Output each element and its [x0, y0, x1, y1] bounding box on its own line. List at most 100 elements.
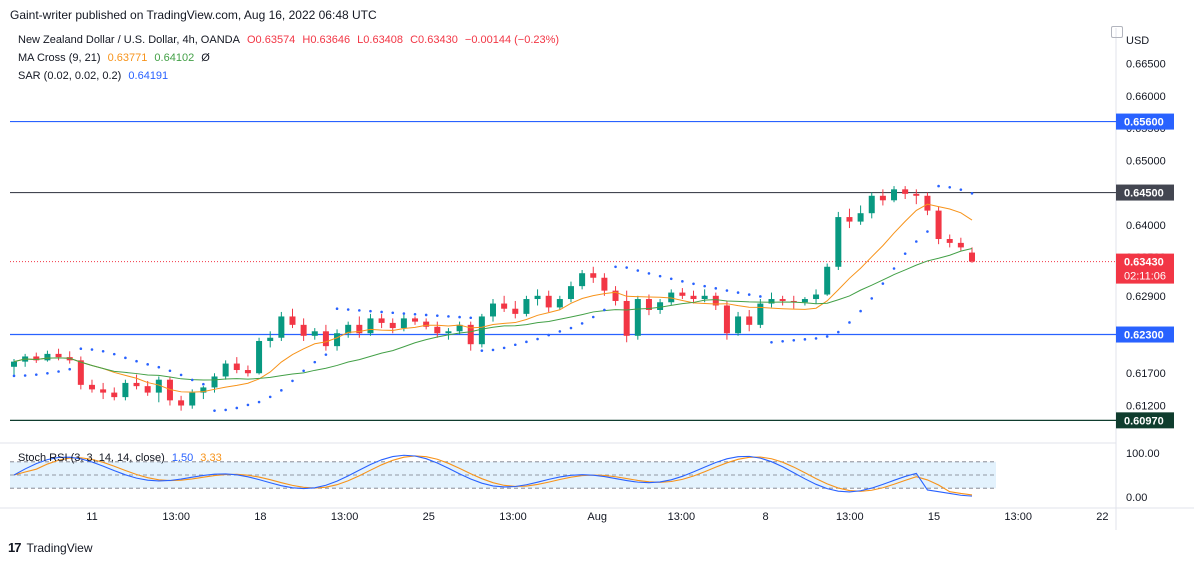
candle-body — [434, 326, 441, 334]
candle-body — [367, 318, 374, 334]
candle-body — [244, 370, 251, 374]
ma-label: MA Cross (9, 21) — [18, 52, 101, 64]
stoch-label: Stoch RSI (3, 3, 14, 14, close) — [18, 452, 165, 464]
sar-dot — [369, 309, 372, 313]
sar-dot — [892, 267, 896, 270]
sar-dot — [268, 395, 272, 399]
candle-body — [879, 195, 886, 201]
candle-body — [746, 316, 753, 325]
candle-body — [957, 242, 964, 248]
candle-body — [835, 217, 842, 267]
candle-body — [211, 376, 218, 388]
sar-dot — [803, 338, 807, 341]
candle-body — [801, 299, 808, 303]
candle-body — [545, 295, 552, 308]
time-tick-label: 25 — [423, 511, 435, 523]
change-value: −0.00144 (−0.23%) — [464, 34, 560, 46]
sar-dot — [124, 356, 127, 360]
candle-body — [289, 316, 296, 325]
price-tick-label: 0.66000 — [1126, 91, 1166, 103]
candle-body — [712, 295, 719, 306]
sar-dot — [781, 339, 784, 343]
tradingview-mark-icon: 17 — [8, 540, 22, 555]
candle-body — [891, 189, 898, 201]
sar-dot — [224, 408, 227, 412]
sar-dot — [825, 335, 829, 338]
time-tick-label: 11 — [86, 511, 97, 523]
sar-dot — [881, 282, 885, 285]
sar-dot — [614, 265, 617, 269]
high-value: H0.63646 — [302, 34, 351, 46]
sar-dot — [915, 240, 918, 243]
price-tick-label: 0.65000 — [1126, 155, 1166, 167]
sar-dot — [190, 378, 194, 382]
stoch-k-line — [13, 454, 973, 497]
sar-dot — [101, 349, 105, 353]
horizontal-levels — [10, 120, 1116, 421]
stoch-tick-label: 0.00 — [1126, 492, 1147, 504]
sar-dot — [814, 337, 818, 340]
candle-body — [178, 400, 185, 406]
candle-body — [11, 361, 17, 367]
legend-stoch-row: Stoch RSI (3, 3, 14, 14, close) 1.50 3.3… — [18, 452, 226, 464]
sar-label: SAR (0.02, 0.02, 0.2) — [18, 70, 122, 82]
candle-body — [523, 299, 530, 314]
time-tick-label: 13:00 — [331, 511, 359, 523]
close-value: C0.63430 — [410, 34, 458, 46]
chart-settings-icon[interactable] — [1111, 26, 1123, 38]
legend-ohlc-row: New Zealand Dollar / U.S. Dollar, 4h, OA… — [18, 34, 563, 46]
time-tick-label: 15 — [928, 511, 940, 523]
candle-body — [501, 303, 508, 309]
sar-dot — [168, 369, 172, 373]
sar-dot — [725, 289, 729, 292]
candle-body — [133, 382, 140, 387]
sar-dot — [926, 230, 929, 233]
sar-dot — [759, 295, 762, 298]
sar-dot — [747, 293, 751, 296]
candle-body — [300, 324, 307, 336]
candle-body — [389, 322, 396, 329]
ma-slow-line — [13, 248, 973, 381]
candle-body — [122, 382, 129, 398]
ma-fast-line — [13, 203, 973, 393]
candle-body — [44, 353, 51, 361]
time-tick-label: 18 — [254, 511, 266, 523]
sar-dot — [903, 252, 907, 255]
candle-body — [590, 273, 597, 278]
level-label: 0.65600 — [1124, 117, 1164, 129]
sar-dot — [335, 307, 339, 311]
candle-body — [634, 299, 641, 336]
level-label: 0.64500 — [1124, 188, 1164, 200]
sar-dot — [257, 400, 261, 404]
candle-body — [668, 292, 675, 303]
candlestick-series — [11, 186, 975, 411]
candle-body — [456, 324, 463, 332]
candle-body — [946, 239, 953, 243]
sar-dot — [57, 370, 60, 373]
candle-body — [100, 389, 107, 393]
sar-dot — [391, 311, 395, 315]
sar-dot — [859, 309, 862, 313]
stoch-tick-label: 100.00 — [1126, 448, 1160, 460]
sar-dot — [68, 367, 71, 371]
candle-body — [155, 379, 162, 393]
sar-dot — [458, 315, 461, 319]
countdown-label: 02:11:06 — [1124, 271, 1166, 283]
level-badge — [1116, 326, 1174, 343]
ma-slow-value: 0.64102 — [154, 52, 195, 64]
sar-dot — [669, 277, 673, 281]
sar-dot — [636, 269, 640, 272]
candle-body — [256, 340, 263, 374]
tradingview-logo[interactable]: 17 TradingView — [8, 540, 93, 555]
sar-dot — [246, 403, 250, 407]
candle-body — [723, 305, 730, 334]
sar-dot — [235, 406, 239, 410]
sar-dot — [447, 315, 450, 318]
sar-dot — [23, 374, 27, 377]
candle-body — [412, 318, 419, 322]
candle-body — [445, 331, 452, 334]
time-tick-label: 13:00 — [499, 511, 527, 523]
candle-body — [567, 286, 574, 300]
sar-dot — [291, 379, 294, 383]
